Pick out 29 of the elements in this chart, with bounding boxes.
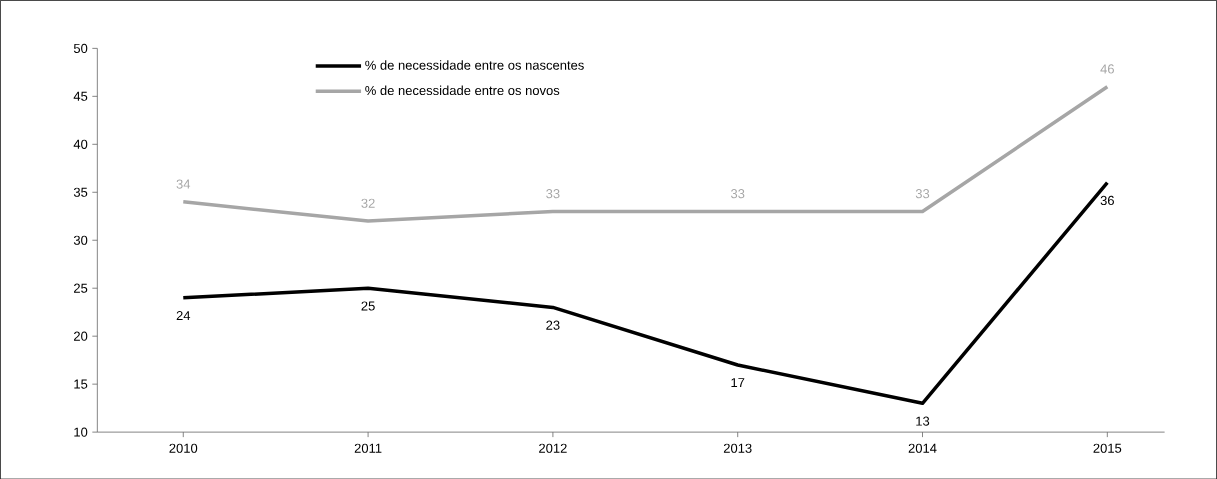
legend-label: % de necessidade entre os novos (365, 85, 560, 95)
y-tick-label: 10 (74, 427, 88, 437)
data-label: 25 (361, 301, 375, 311)
y-tick-label: 20 (74, 331, 88, 341)
y-tick-label: 35 (73, 187, 88, 197)
y-tick-label: 30 (73, 235, 88, 245)
data-label: 36 (1100, 195, 1114, 205)
y-tick-label: 40 (73, 139, 88, 149)
data-label: 32 (361, 198, 375, 208)
data-label: 33 (915, 188, 930, 199)
x-tick-label: 2011 (354, 443, 382, 453)
data-label: 34 (176, 179, 191, 189)
data-label: 24 (176, 310, 191, 320)
y-tick-label: 45 (73, 91, 88, 101)
data-label: 23 (546, 320, 560, 330)
x-tick-label: 2015 (1093, 443, 1122, 453)
data-label: 33 (546, 188, 560, 199)
x-tick-label: 2010 (169, 443, 198, 453)
x-tick-label: 2013 (723, 443, 752, 453)
x-tick-label: 2012 (539, 443, 567, 453)
y-tick-label: 50 (73, 43, 88, 53)
x-tick-label: 2014 (908, 443, 937, 453)
data-label: 17 (731, 377, 745, 387)
data-label: 46 (1100, 64, 1114, 74)
data-label: 33 (730, 188, 745, 199)
legend-label: % de necessidade entre os nascentes (365, 59, 584, 70)
y-tick-label: 15 (74, 379, 88, 389)
y-tick-label: 25 (74, 283, 88, 293)
data-label: 13 (916, 416, 930, 426)
